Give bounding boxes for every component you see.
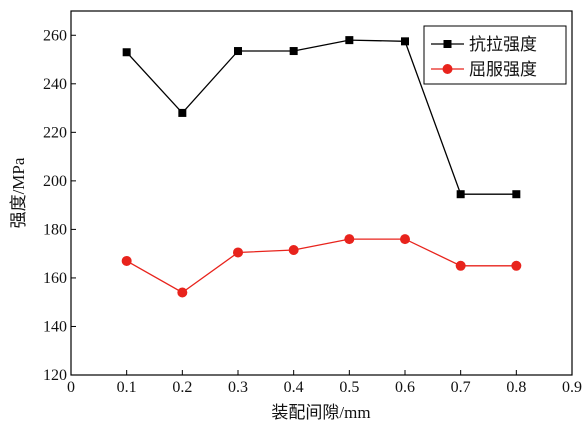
y-tick-label: 120 — [43, 367, 67, 384]
x-tick-label: 0.1 — [117, 379, 137, 396]
x-tick-label: 0 — [67, 379, 75, 396]
x-tick-label: 0.4 — [284, 379, 304, 396]
y-tick-label: 200 — [43, 173, 67, 190]
data-point — [345, 36, 354, 45]
data-point — [178, 108, 187, 117]
series-line-0 — [126, 39, 517, 195]
data-point — [233, 247, 243, 258]
x-tick-label: 0.5 — [339, 379, 359, 396]
data-point — [400, 234, 410, 245]
y-tick-label: 140 — [43, 318, 67, 335]
series-line-1 — [126, 238, 517, 294]
y-axis-label: 强度/MPa — [9, 157, 28, 228]
y-tick-label: 240 — [43, 76, 67, 93]
plot-frame — [70, 10, 573, 376]
data-point — [177, 287, 188, 298]
data-point — [511, 260, 522, 271]
data-point — [121, 255, 132, 266]
data-point — [234, 47, 242, 56]
series-layer — [121, 36, 522, 298]
legend-box — [423, 25, 567, 85]
series-0 — [122, 36, 521, 199]
x-tick-label: 0.8 — [506, 379, 526, 396]
x-axis-label: 装配间隙/mm — [271, 403, 370, 422]
legend-marker-tensile — [443, 40, 452, 48]
y-tick-label: 220 — [43, 124, 67, 141]
x-axis-ticks: 0 0.1 0.2 0.3 0.4 0.5 0.6 0.7 0.8 0.9 — [67, 370, 582, 396]
y-tick-label: 260 — [43, 27, 67, 44]
x-tick-label: 0.6 — [395, 379, 415, 396]
data-point — [344, 234, 355, 245]
data-point — [289, 47, 298, 56]
y-tick-label: 160 — [43, 270, 67, 287]
data-point — [512, 190, 521, 199]
y-axis-ticks: 120 140 160 180 200 220 240 260 — [43, 27, 76, 384]
data-point — [455, 260, 466, 271]
series-1 — [121, 234, 522, 298]
data-point — [288, 245, 299, 256]
data-point — [456, 190, 465, 199]
x-tick-label: 0.3 — [228, 379, 248, 396]
x-tick-label: 0.7 — [451, 379, 471, 396]
legend-label-tensile: 抗拉强度 — [469, 35, 537, 54]
legend-label-yield: 屈服强度 — [469, 60, 537, 79]
x-tick-label: 0.2 — [172, 379, 192, 396]
x-tick-label: 0.9 — [562, 379, 582, 396]
legend-marker-yield — [442, 64, 453, 74]
data-point — [401, 37, 409, 46]
y-tick-label: 180 — [43, 221, 67, 238]
legend: 抗拉强度 屈服强度 — [423, 25, 567, 85]
data-point — [122, 48, 131, 57]
